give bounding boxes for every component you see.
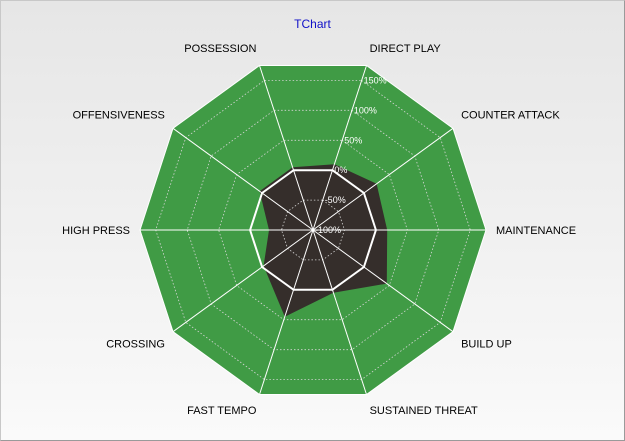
spoke bbox=[312, 127, 454, 231]
tick-label: 150% bbox=[364, 75, 387, 85]
axis-label-sustained-threat: SUSTAINED THREAT bbox=[370, 405, 478, 417]
tick-label: 50% bbox=[344, 135, 362, 145]
spoke bbox=[172, 127, 314, 231]
axis-label-crossing: CROSSING bbox=[106, 339, 165, 351]
spoke bbox=[312, 229, 454, 333]
grid-ring bbox=[155, 80, 471, 381]
axis-label-high-press: HIGH PRESS bbox=[62, 225, 130, 237]
chart-title: TChart bbox=[294, 17, 331, 31]
axis-label-maintenance: MAINTENANCE bbox=[496, 225, 576, 237]
spoke bbox=[259, 229, 314, 395]
tick-label: 100% bbox=[354, 105, 377, 115]
tick-label: 0% bbox=[334, 165, 347, 175]
axis-label-possession: POSSESSION bbox=[184, 43, 256, 55]
spoke bbox=[312, 229, 367, 395]
axis-label-fast-tempo: FAST TEMPO bbox=[187, 405, 257, 417]
axis-label-build-up: BUILD UP bbox=[461, 339, 512, 351]
spoke bbox=[312, 65, 367, 231]
spoke bbox=[259, 65, 314, 231]
axis-label-direct-play: DIRECT PLAY bbox=[370, 43, 442, 55]
series-2-area bbox=[259, 164, 388, 317]
tick-label: -50% bbox=[325, 195, 346, 205]
reference-ring bbox=[249, 169, 377, 291]
grid-ring bbox=[281, 199, 345, 261]
axis-label-counter-attack: COUNTER ATTACK bbox=[461, 109, 560, 121]
spoke bbox=[172, 229, 314, 333]
tick-label: -100% bbox=[315, 225, 341, 235]
axis-label-offensiveness: OFFENSIVENESS bbox=[73, 109, 165, 121]
